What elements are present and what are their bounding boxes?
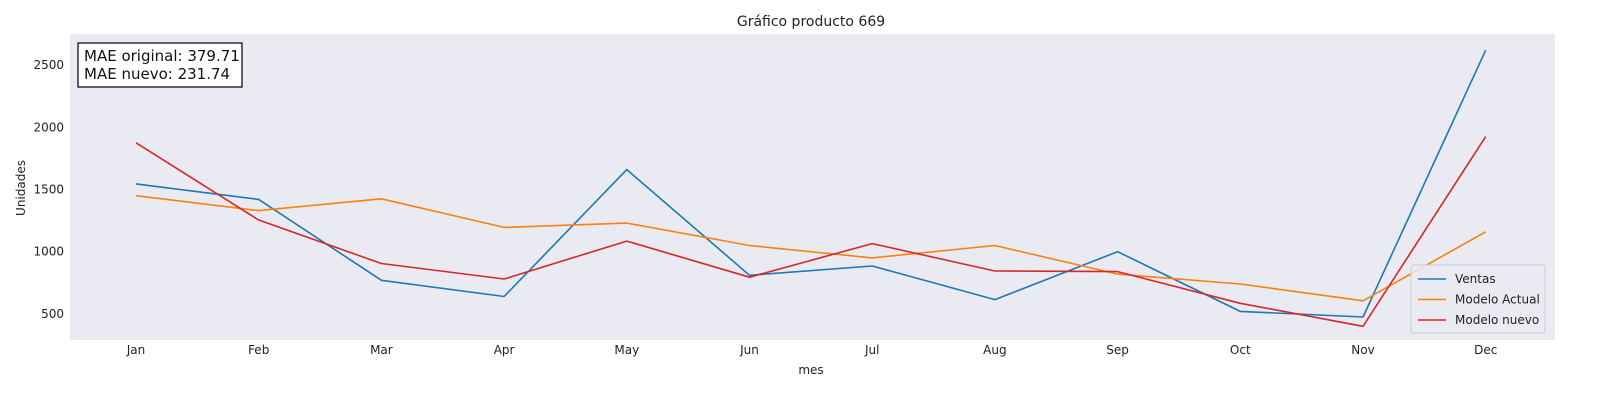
y-tick-label: 1500	[33, 182, 64, 196]
x-tick-label: Dec	[1474, 343, 1497, 357]
x-tick-label: Jun	[739, 343, 759, 357]
mae-annotation-box	[77, 42, 243, 88]
chart-title: Gráfico producto 669	[737, 14, 885, 30]
y-tick-label: 2500	[33, 58, 64, 72]
legend-label: Modelo nuevo	[1455, 313, 1539, 327]
x-axis-label: mes	[798, 363, 823, 377]
x-tick-label: Jan	[126, 343, 146, 357]
x-tick-label: Nov	[1351, 343, 1374, 357]
y-tick-label: 2000	[33, 120, 64, 134]
legend-label: Ventas	[1455, 272, 1496, 286]
legend-box	[1410, 264, 1546, 334]
y-axis-ticks: 500 1000 1500 2000 2500	[33, 58, 64, 321]
x-tick-label: Sep	[1106, 343, 1129, 357]
series-line-modelo-nuevo	[135, 136, 1487, 328]
x-tick-label: Mar	[370, 343, 393, 357]
x-tick-label: Oct	[1230, 343, 1251, 357]
y-tick-label: 500	[41, 307, 64, 321]
x-tick-label: Aug	[983, 343, 1006, 357]
series-line-modelo-actual	[135, 194, 1487, 302]
series-line-ventas	[135, 49, 1487, 318]
x-tick-label: Feb	[248, 343, 269, 357]
x-tick-label: May	[614, 343, 639, 357]
y-tick-label: 1000	[33, 245, 64, 259]
legend-label: Modelo Actual	[1455, 293, 1540, 307]
x-tick-label: Jul	[864, 343, 879, 357]
series-layer	[135, 49, 1487, 328]
legend: Ventas Modelo Actual Modelo nuevo	[1410, 264, 1546, 334]
y-axis-label: Unidades	[14, 160, 28, 216]
mae-original-text: MAE original: 379.71	[84, 47, 240, 65]
x-tick-label: Apr	[494, 343, 515, 357]
mae-annotation: MAE original: 379.71 MAE nuevo: 231.74	[77, 42, 243, 88]
x-axis-ticks: Jan Feb Mar Apr May Jun Jul Aug Sep Oct Nov Dec	[126, 343, 1498, 357]
plot-area	[70, 34, 1555, 340]
mae-nuevo-text: MAE nuevo: 231.74	[84, 65, 230, 83]
